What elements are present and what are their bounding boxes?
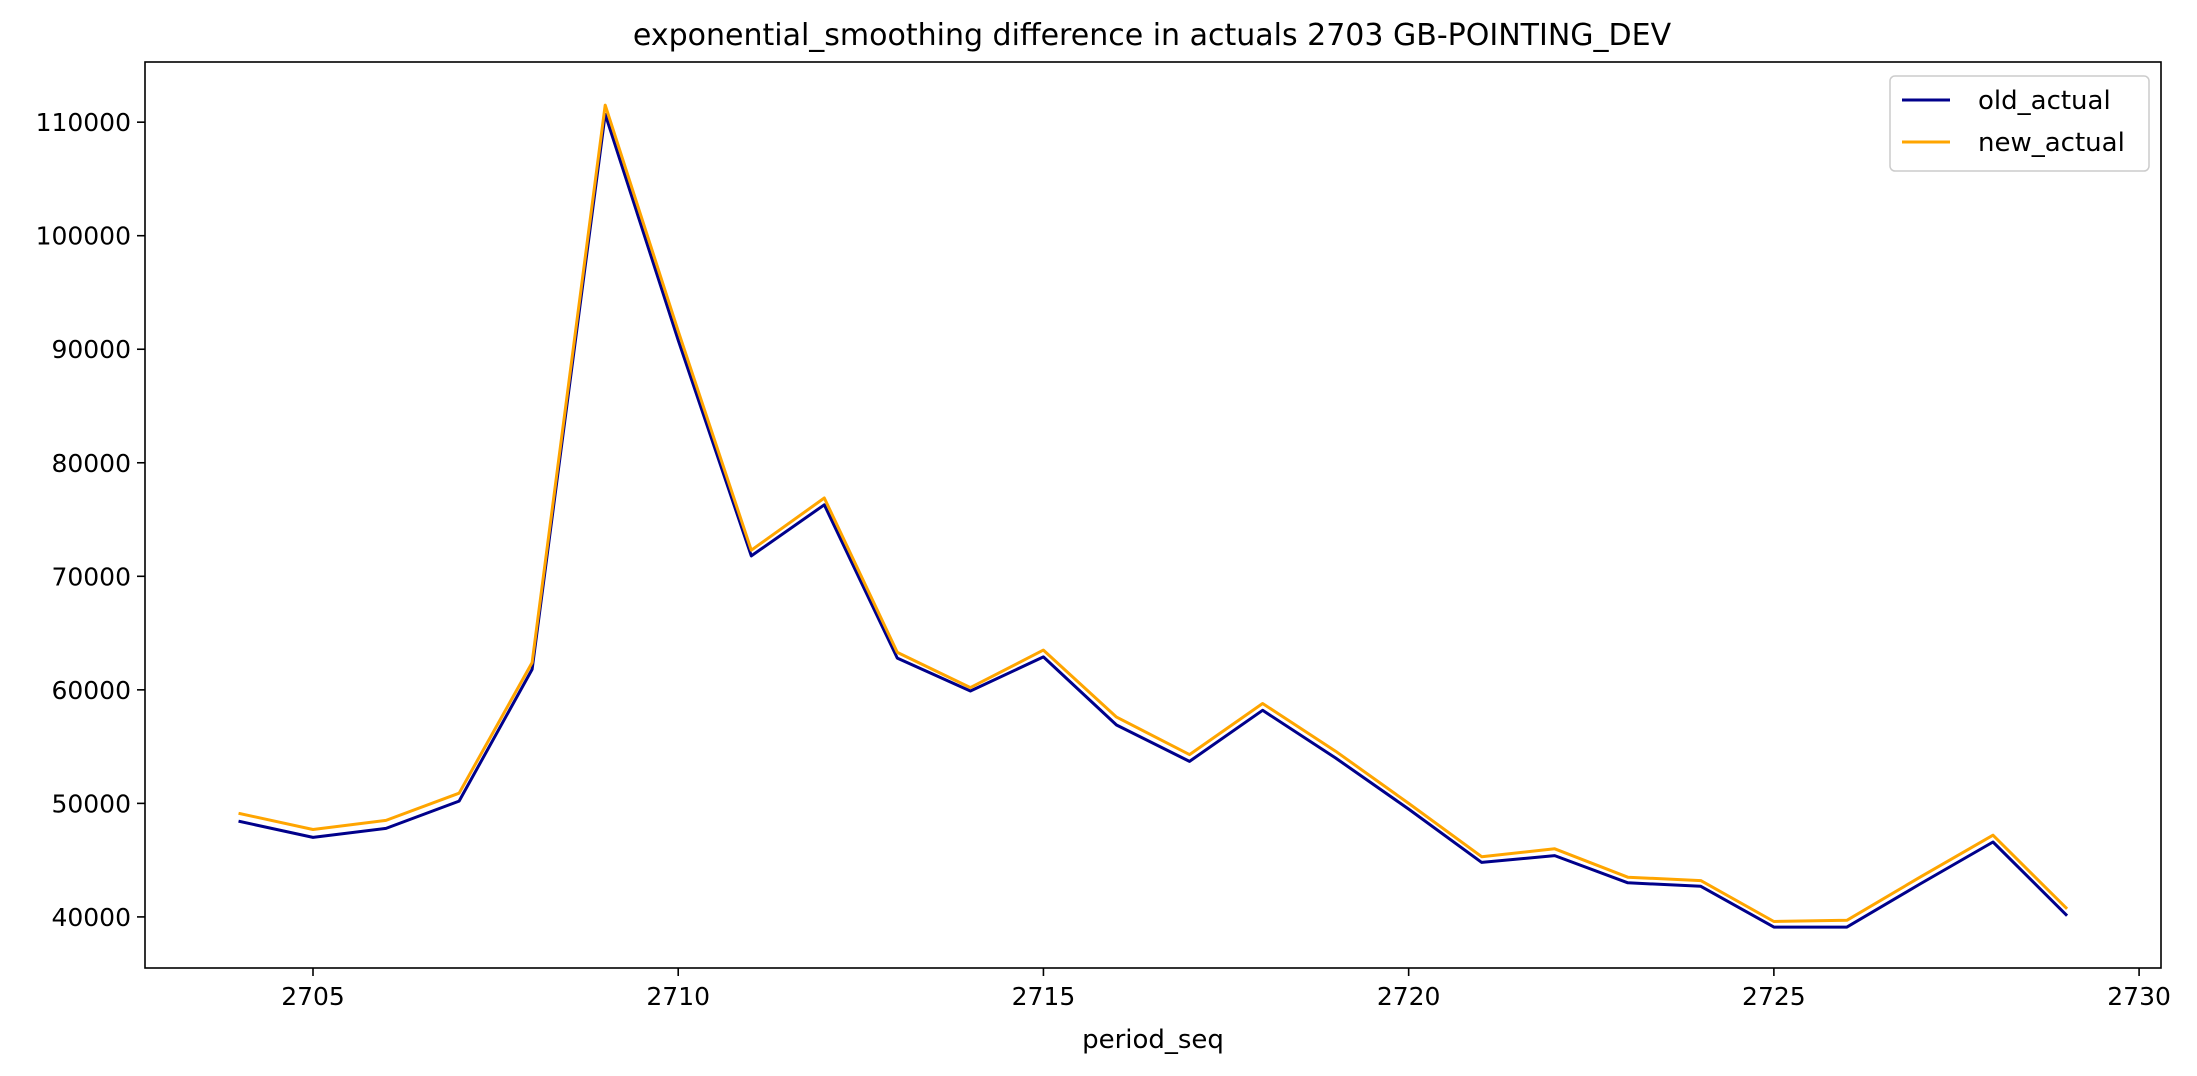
- y-tick-label: 110000: [36, 108, 131, 137]
- y-tick-label: 50000: [51, 789, 131, 818]
- y-axis: 40000 50000 60000 70000 80000 90000 100000 1100…: [36, 108, 145, 932]
- legend: old_actual new_actual: [1889, 75, 2150, 172]
- x-tick-label: 2730: [2107, 982, 2171, 1011]
- legend-box: [1889, 75, 2150, 172]
- x-tick-label: 2705: [281, 982, 345, 1011]
- x-axis-label: period_seq: [1082, 1025, 1224, 1055]
- legend-label-old-actual: old_actual: [1978, 86, 2111, 116]
- legend-label-new-actual: new_actual: [1978, 128, 2125, 158]
- y-tick-label: 100000: [36, 222, 131, 251]
- y-tick-label: 70000: [51, 562, 131, 591]
- series-lines: [238, 103, 2069, 929]
- plot-area-frame: [144, 61, 2162, 969]
- x-tick-label: 2715: [1012, 982, 1076, 1011]
- x-tick-label: 2725: [1742, 982, 1806, 1011]
- x-axis: 2705 2710 2715 2720 2725 2730: [281, 968, 2171, 1011]
- x-tick-label: 2720: [1377, 982, 1441, 1011]
- series-line-new-actual: [238, 103, 2069, 923]
- y-tick-label: 60000: [51, 676, 131, 705]
- y-tick-label: 90000: [51, 335, 131, 364]
- x-tick-label: 2710: [646, 982, 710, 1011]
- y-tick-label: 80000: [51, 449, 131, 478]
- y-tick-label: 40000: [51, 903, 131, 932]
- chart-title: exponential_smoothing difference in actu…: [633, 18, 1672, 53]
